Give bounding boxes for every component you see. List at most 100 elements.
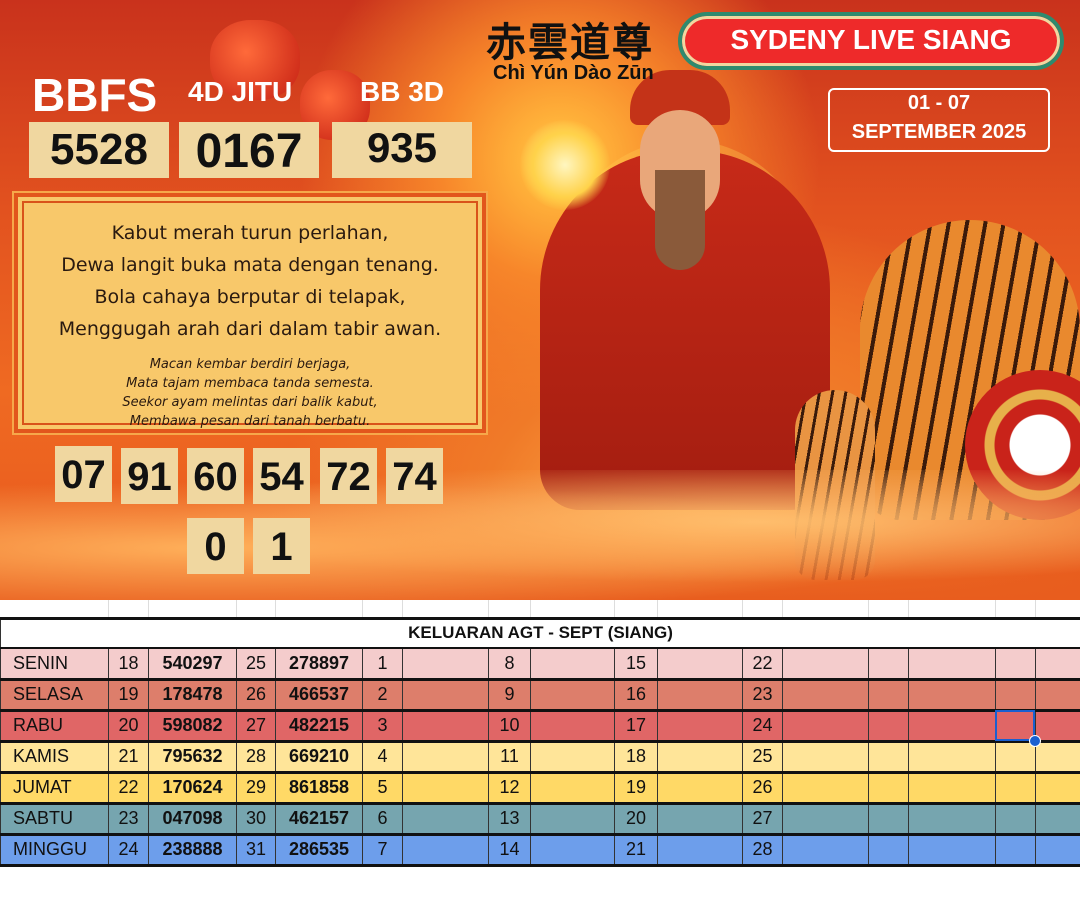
- result-cell[interactable]: [782, 678, 869, 712]
- date-cell[interactable]: 25: [742, 740, 783, 774]
- date-cell[interactable]: 27: [742, 802, 783, 836]
- date-cell[interactable]: 12: [488, 771, 531, 805]
- date-cell[interactable]: 6: [362, 802, 403, 836]
- date-cell[interactable]: [868, 647, 909, 681]
- date-cell[interactable]: 10: [488, 709, 531, 743]
- date-cell[interactable]: [995, 647, 1036, 681]
- result-cell[interactable]: [657, 647, 743, 681]
- date-cell[interactable]: 15: [614, 647, 658, 681]
- date-cell[interactable]: 31: [236, 833, 276, 867]
- result-cell[interactable]: [530, 833, 615, 867]
- result-cell[interactable]: [1035, 678, 1080, 712]
- day-cell[interactable]: RABU: [0, 709, 109, 743]
- result-cell[interactable]: [657, 771, 743, 805]
- result-cell[interactable]: 598082: [148, 709, 237, 743]
- result-cell[interactable]: [782, 709, 869, 743]
- date-cell[interactable]: [868, 833, 909, 867]
- result-cell[interactable]: [908, 771, 996, 805]
- result-cell[interactable]: [530, 802, 615, 836]
- date-cell[interactable]: 23: [108, 802, 149, 836]
- result-cell[interactable]: [657, 709, 743, 743]
- day-cell[interactable]: SELASA: [0, 678, 109, 712]
- result-cell[interactable]: [402, 771, 489, 805]
- result-cell[interactable]: [1035, 802, 1080, 836]
- date-cell[interactable]: [868, 740, 909, 774]
- result-cell[interactable]: [657, 678, 743, 712]
- result-cell[interactable]: [1035, 771, 1080, 805]
- date-cell[interactable]: 26: [236, 678, 276, 712]
- result-cell[interactable]: [657, 802, 743, 836]
- result-cell[interactable]: 462157: [275, 802, 363, 836]
- result-cell[interactable]: 861858: [275, 771, 363, 805]
- result-cell[interactable]: 482215: [275, 709, 363, 743]
- date-cell[interactable]: [868, 678, 909, 712]
- day-cell[interactable]: MINGGU: [0, 833, 109, 867]
- date-cell[interactable]: 24: [108, 833, 149, 867]
- result-cell[interactable]: 178478: [148, 678, 237, 712]
- date-cell[interactable]: 11: [488, 740, 531, 774]
- result-cell[interactable]: [908, 833, 996, 867]
- result-cell[interactable]: [402, 647, 489, 681]
- date-cell[interactable]: 26: [742, 771, 783, 805]
- result-cell[interactable]: [782, 802, 869, 836]
- date-cell[interactable]: 29: [236, 771, 276, 805]
- date-cell[interactable]: 30: [236, 802, 276, 836]
- day-cell[interactable]: JUMAT: [0, 771, 109, 805]
- cell-selection[interactable]: [995, 710, 1035, 741]
- date-cell[interactable]: [995, 740, 1036, 774]
- result-cell[interactable]: [402, 802, 489, 836]
- date-cell[interactable]: 18: [108, 647, 149, 681]
- date-cell[interactable]: 21: [614, 833, 658, 867]
- date-cell[interactable]: 20: [108, 709, 149, 743]
- result-cell[interactable]: [782, 771, 869, 805]
- fill-handle[interactable]: [1029, 735, 1041, 747]
- date-cell[interactable]: 22: [108, 771, 149, 805]
- result-cell[interactable]: [530, 647, 615, 681]
- date-cell[interactable]: 23: [742, 678, 783, 712]
- date-cell[interactable]: 22: [742, 647, 783, 681]
- date-cell[interactable]: 14: [488, 833, 531, 867]
- result-cell[interactable]: [530, 709, 615, 743]
- day-cell[interactable]: SABTU: [0, 802, 109, 836]
- result-cell[interactable]: 278897: [275, 647, 363, 681]
- date-cell[interactable]: 20: [614, 802, 658, 836]
- result-cell[interactable]: 170624: [148, 771, 237, 805]
- date-cell[interactable]: 4: [362, 740, 403, 774]
- date-cell[interactable]: [868, 771, 909, 805]
- result-cell[interactable]: 238888: [148, 833, 237, 867]
- date-cell[interactable]: 1: [362, 647, 403, 681]
- date-cell[interactable]: 17: [614, 709, 658, 743]
- date-cell[interactable]: [995, 802, 1036, 836]
- day-cell[interactable]: KAMIS: [0, 740, 109, 774]
- result-cell[interactable]: 669210: [275, 740, 363, 774]
- date-cell[interactable]: 24: [742, 709, 783, 743]
- result-cell[interactable]: [1035, 833, 1080, 867]
- result-cell[interactable]: [908, 802, 996, 836]
- date-cell[interactable]: 5: [362, 771, 403, 805]
- date-cell[interactable]: 19: [614, 771, 658, 805]
- result-cell[interactable]: [782, 740, 869, 774]
- date-cell[interactable]: [995, 771, 1036, 805]
- date-cell[interactable]: 25: [236, 647, 276, 681]
- result-cell[interactable]: [908, 678, 996, 712]
- result-cell[interactable]: [908, 740, 996, 774]
- date-cell[interactable]: 3: [362, 709, 403, 743]
- date-cell[interactable]: 27: [236, 709, 276, 743]
- result-cell[interactable]: [530, 678, 615, 712]
- date-cell[interactable]: 21: [108, 740, 149, 774]
- result-cell[interactable]: [908, 647, 996, 681]
- result-cell[interactable]: [1035, 740, 1080, 774]
- result-cell[interactable]: 540297: [148, 647, 237, 681]
- date-cell[interactable]: 2: [362, 678, 403, 712]
- date-cell[interactable]: 19: [108, 678, 149, 712]
- result-cell[interactable]: [1035, 647, 1080, 681]
- date-cell[interactable]: 18: [614, 740, 658, 774]
- date-cell[interactable]: 28: [742, 833, 783, 867]
- result-cell[interactable]: 466537: [275, 678, 363, 712]
- result-cell[interactable]: [782, 647, 869, 681]
- date-cell[interactable]: 28: [236, 740, 276, 774]
- date-cell[interactable]: 9: [488, 678, 531, 712]
- day-cell[interactable]: SENIN: [0, 647, 109, 681]
- result-cell[interactable]: 047098: [148, 802, 237, 836]
- date-cell[interactable]: [995, 833, 1036, 867]
